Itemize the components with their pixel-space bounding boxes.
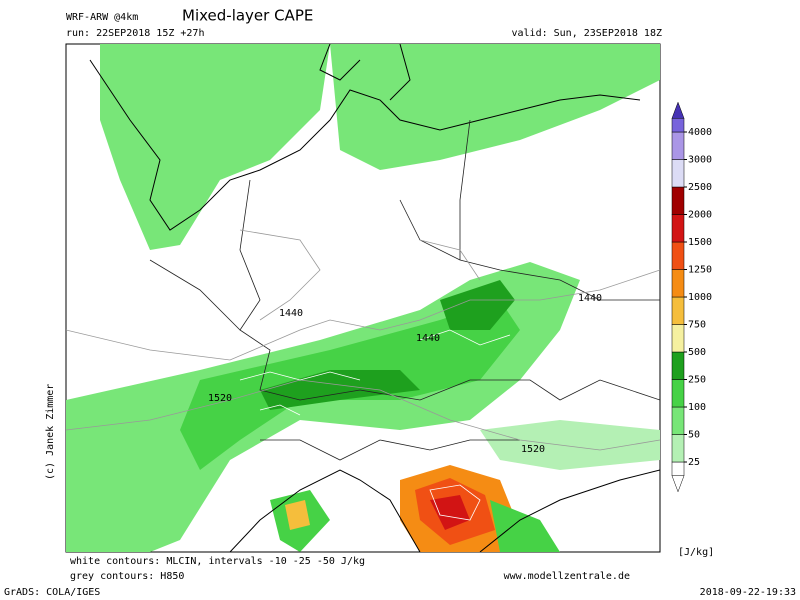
colorbar-segment	[671, 351, 685, 380]
colorbar-segment	[671, 241, 685, 270]
contour-label: 1520	[208, 393, 232, 404]
contour-label: 1440	[578, 293, 602, 304]
colorbar-segment	[671, 379, 685, 408]
colorbar-label: 2500	[688, 182, 712, 193]
contour-label: 1440	[279, 308, 303, 319]
colorbar-segment	[671, 214, 685, 243]
note-white: white contours: MLCIN, intervals -10 -25…	[70, 556, 365, 567]
map: 1440 1440 1440 1520 1520	[65, 43, 661, 553]
colorbar-label: 25	[688, 457, 700, 468]
colorbar-label: 1500	[688, 237, 712, 248]
contour-label: 1440	[416, 333, 440, 344]
colorbar-segment	[671, 324, 685, 353]
colorbar-segment	[671, 296, 685, 325]
colorbar: 25 50 100 250 500 750 1000 1250 1500 2000 2500 3000…	[671, 101, 712, 493]
software: GrADS: COLA/IGES	[4, 587, 100, 598]
colorbar-arrow	[671, 475, 685, 493]
colorbar-segment	[671, 434, 685, 463]
copyright: (c) Janek Zimmer	[45, 384, 56, 480]
note-grey: grey contours: H850	[70, 571, 184, 582]
contour-label: 1520	[521, 444, 545, 455]
run-label: run: 22SEP2018 15Z +27h	[66, 28, 204, 39]
colorbar-label: 100	[688, 402, 706, 413]
colorbar-segment	[671, 461, 685, 476]
colorbar-segment	[671, 131, 685, 160]
colorbar-unit: [J/kg]	[678, 547, 714, 558]
model-label: WRF-ARW @4km	[66, 12, 138, 23]
colorbar-segment	[671, 269, 685, 298]
colorbar-segment	[671, 118, 685, 133]
colorbar-label: 2000	[688, 210, 712, 221]
colorbar-label: 750	[688, 320, 706, 331]
colorbar-label: 4000	[688, 127, 712, 138]
colorbar-segment	[671, 186, 685, 215]
colorbar-arrow	[671, 101, 685, 119]
map-title: Mixed-layer CAPE	[182, 7, 313, 25]
colorbar-label: 1250	[688, 265, 712, 276]
valid-label: valid: Sun, 23SEP2018 18Z	[511, 28, 662, 39]
colorbar-label: 500	[688, 347, 706, 358]
colorbar-label: 50	[688, 430, 700, 441]
colorbar-label: 3000	[688, 155, 712, 166]
timestamp: 2018-09-22-19:33	[700, 587, 796, 598]
cape-field	[66, 44, 660, 552]
colorbar-label: 1000	[688, 292, 712, 303]
colorbar-segment	[671, 159, 685, 188]
colorbar-segment	[671, 406, 685, 435]
website: www.modellzentrale.de	[504, 571, 630, 582]
colorbar-label: 250	[688, 375, 706, 386]
